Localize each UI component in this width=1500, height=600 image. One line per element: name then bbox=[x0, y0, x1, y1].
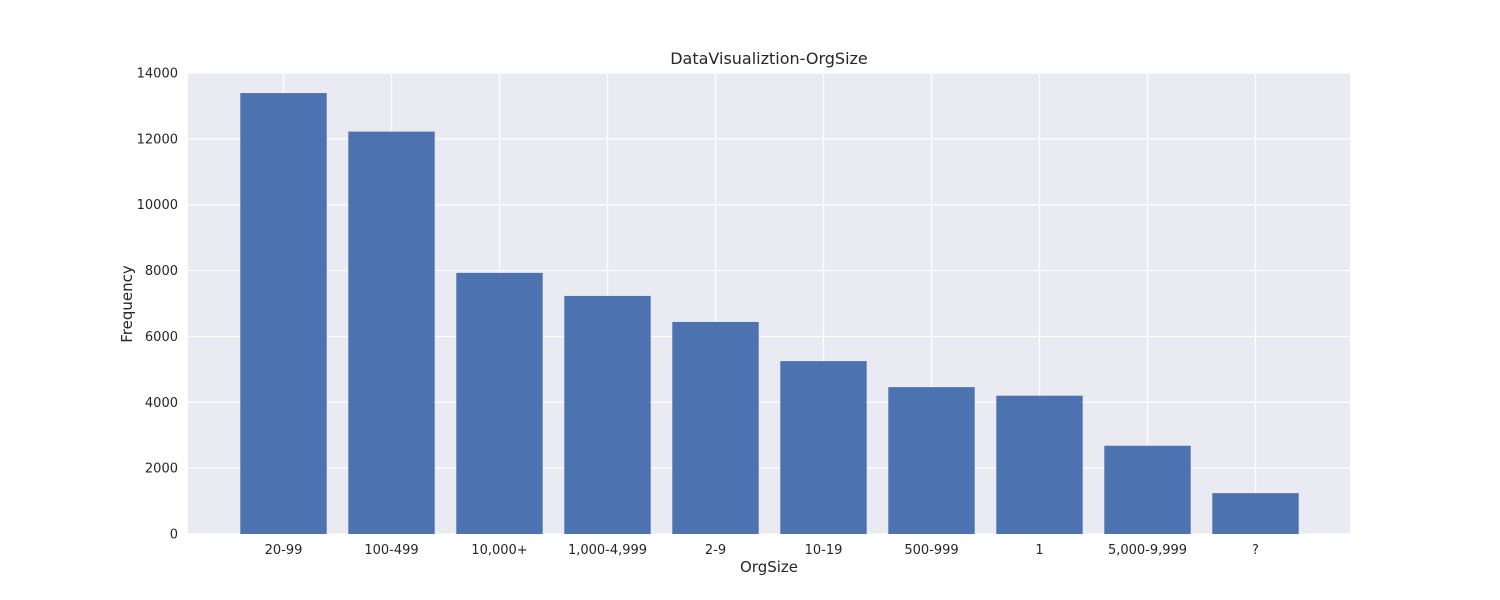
y-tick-label: 14000 bbox=[137, 67, 178, 82]
x-axis-label: OrgSize bbox=[740, 558, 798, 576]
bar-0 bbox=[240, 93, 327, 534]
bars bbox=[240, 93, 1299, 534]
y-tick-labels: 0 2000 4000 6000 8000 10000 12000 14000 bbox=[137, 67, 178, 543]
x-tick-label: 10-19 bbox=[805, 543, 843, 558]
bar-5 bbox=[780, 361, 867, 534]
bar-6 bbox=[888, 387, 975, 534]
bar-8 bbox=[1104, 445, 1191, 534]
x-tick-labels: 20-99 100-499 10,000+ 1,000-4,999 2-9 10-19 50… bbox=[265, 543, 1259, 558]
bar-9 bbox=[1212, 493, 1299, 534]
y-tick-label: 6000 bbox=[145, 330, 178, 345]
x-tick-label: 20-99 bbox=[265, 543, 303, 558]
y-tick-label: 8000 bbox=[145, 264, 178, 279]
y-tick-label: 2000 bbox=[145, 462, 178, 477]
x-tick-label: 1 bbox=[1035, 543, 1043, 558]
x-tick-label: 500-999 bbox=[904, 543, 958, 558]
x-tick-label: 1,000-4,999 bbox=[568, 543, 647, 558]
bar-4 bbox=[672, 321, 759, 534]
bar-1 bbox=[348, 131, 435, 534]
chart-title: DataVisualiztion-OrgSize bbox=[670, 49, 868, 68]
y-tick-label: 10000 bbox=[137, 198, 178, 213]
x-tick-label: 10,000+ bbox=[471, 543, 527, 558]
bar-2 bbox=[456, 272, 543, 534]
bar-7 bbox=[996, 395, 1083, 534]
x-tick-label: 100-499 bbox=[364, 543, 418, 558]
x-tick-label: 5,000-9,999 bbox=[1108, 543, 1187, 558]
y-tick-label: 4000 bbox=[145, 396, 178, 411]
x-tick-label: ? bbox=[1252, 543, 1259, 558]
y-tick-label: 0 bbox=[170, 528, 178, 543]
x-tick-label: 2-9 bbox=[705, 543, 726, 558]
bar-3 bbox=[564, 295, 651, 534]
y-axis-label: Frequency bbox=[118, 265, 136, 343]
y-tick-label: 12000 bbox=[137, 132, 178, 147]
